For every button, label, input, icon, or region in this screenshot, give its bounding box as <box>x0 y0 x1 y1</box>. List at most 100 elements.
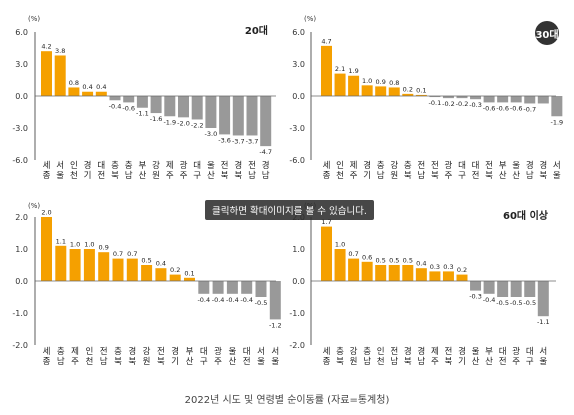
category-label: 기 <box>84 171 92 181</box>
category-label: 경 <box>84 160 92 171</box>
bar <box>537 96 549 104</box>
category-label: 충 <box>114 347 122 357</box>
category-label: 남 <box>526 171 534 181</box>
bar <box>524 96 536 104</box>
category-label: 주 <box>431 357 439 367</box>
data-label: -1.1 <box>537 318 550 326</box>
bar <box>191 96 203 120</box>
category-label: 주 <box>180 171 188 181</box>
category-label: 대 <box>97 161 105 171</box>
category-label: 전 <box>472 170 480 181</box>
category-label: 인 <box>85 346 93 357</box>
category-label: 구 <box>526 357 534 367</box>
y-tick-label: -2.0 <box>12 341 28 350</box>
category-label: 강 <box>390 160 398 171</box>
y-tick-label: -3.0 <box>12 124 28 133</box>
category-label: 충 <box>377 161 385 171</box>
bar <box>334 73 346 96</box>
category-label: 천 <box>85 356 93 367</box>
y-tick-label: -2.0 <box>289 341 305 350</box>
category-label: 경 <box>539 160 547 171</box>
category-label: 부 <box>138 161 146 171</box>
category-label: 충 <box>336 347 344 357</box>
category-label: 남 <box>390 357 398 367</box>
category-label: 세 <box>43 347 51 357</box>
data-label: -0.6 <box>483 104 496 112</box>
category-label: 제 <box>166 161 174 171</box>
category-label: 남 <box>363 357 371 367</box>
data-label: 2.1 <box>335 65 345 73</box>
category-label: 경 <box>417 346 425 357</box>
category-label: 강 <box>152 160 160 171</box>
category-label: 북 <box>404 357 412 367</box>
data-label: -0.5 <box>496 299 509 307</box>
category-label: 광 <box>445 160 453 171</box>
data-label: -0.6 <box>510 104 523 112</box>
category-label: 북 <box>114 357 122 367</box>
category-label: 전 <box>499 356 507 367</box>
category-label: 천 <box>377 356 385 367</box>
bar <box>123 96 135 103</box>
category-label: 종 <box>323 171 331 181</box>
data-label: -3.7 <box>232 137 245 145</box>
category-label: 산 <box>228 356 236 367</box>
bar <box>260 96 272 147</box>
category-label: 서 <box>56 161 64 171</box>
data-label: -0.7 <box>523 105 536 113</box>
zoom-hint-tooltip: 클릭하면 확대이미지를 볼 수 있습니다. <box>205 200 374 220</box>
category-label: 서 <box>271 347 279 357</box>
bar <box>198 281 210 294</box>
category-label: 산 <box>499 170 507 181</box>
data-label: -3.0 <box>205 130 218 138</box>
data-label: -1.1 <box>136 110 149 118</box>
bar <box>169 274 181 281</box>
data-label: -0.4 <box>109 102 122 110</box>
data-label: 0.1 <box>416 86 426 94</box>
data-label: -0.5 <box>255 299 268 307</box>
bar <box>69 249 81 281</box>
data-label: 0.4 <box>156 260 166 268</box>
zoom-icon[interactable]: 30대 <box>535 21 559 45</box>
bar <box>510 96 522 103</box>
bar <box>255 281 267 297</box>
bar <box>136 96 148 108</box>
category-label: 울 <box>472 347 480 357</box>
category-label: 남 <box>248 171 256 181</box>
data-label: -0.6 <box>122 104 135 112</box>
y-unit-label: (%) <box>304 15 316 23</box>
data-label: 0.9 <box>99 244 109 252</box>
y-tick-label: 0.0 <box>15 277 28 286</box>
data-label: -0.4 <box>483 296 496 304</box>
data-label: -0.3 <box>469 101 482 109</box>
category-label: 북 <box>445 357 453 367</box>
data-label: 0.5 <box>376 257 386 265</box>
bar <box>150 96 162 114</box>
bar <box>442 271 454 281</box>
category-label: 강 <box>350 346 358 357</box>
category-label: 산 <box>186 356 194 367</box>
category-label: 기 <box>458 357 466 367</box>
y-tick-label: 3.0 <box>292 60 305 69</box>
category-label: 전 <box>417 160 425 171</box>
data-label: 4.7 <box>321 37 331 45</box>
data-label: 1.0 <box>362 77 372 85</box>
bar <box>551 96 563 117</box>
category-label: 주 <box>71 357 79 367</box>
category-label: 남 <box>417 357 425 367</box>
bar <box>55 245 67 281</box>
category-label: 기 <box>363 171 371 181</box>
category-label: 울 <box>512 161 520 171</box>
data-label: 1.9 <box>348 67 358 75</box>
bar <box>388 87 400 96</box>
category-label: 경 <box>128 346 136 357</box>
bar <box>510 281 522 297</box>
data-label: -0.2 <box>456 100 469 108</box>
category-label: 북 <box>539 171 547 181</box>
category-label: 대 <box>200 347 208 357</box>
bar <box>41 217 52 281</box>
y-tick-label: -1.0 <box>289 309 305 318</box>
chart-30s: (%) 6.0 3.0 0.0 -3.0 -6.0 4.7 세종 2.1 인천 1.9 제주 1.0 경기… <box>289 15 563 181</box>
category-label: 남 <box>417 171 425 181</box>
bar <box>164 96 176 117</box>
